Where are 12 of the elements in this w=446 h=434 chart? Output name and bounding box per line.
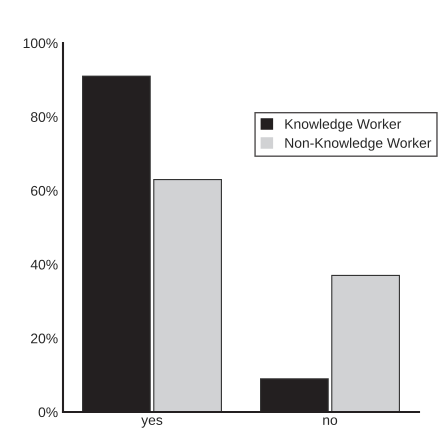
legend-label: Non-Knowledge Worker <box>285 138 432 151</box>
y-tick-label: 60% <box>31 186 58 196</box>
y-tick-label: 100% <box>24 38 58 48</box>
x-tick-label: yes <box>141 417 162 428</box>
y-tick-label: 80% <box>30 112 58 122</box>
legend-label: Knowledge Worker <box>285 118 402 132</box>
bar <box>153 178 222 412</box>
y-tick-label: 40% <box>30 260 58 270</box>
y-tick-label: 0% <box>38 407 58 418</box>
y-tick-label: 20% <box>31 334 58 344</box>
x-tick-label: no <box>323 417 338 425</box>
bar <box>331 274 400 412</box>
